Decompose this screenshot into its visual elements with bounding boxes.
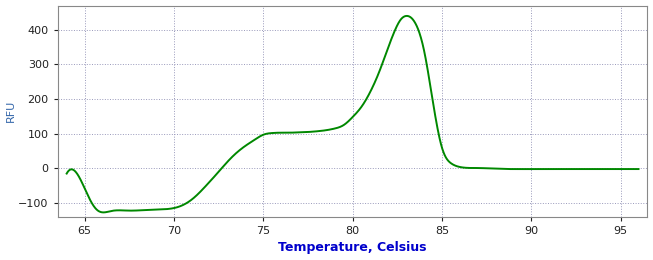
Y-axis label: RFU: RFU — [6, 100, 16, 122]
X-axis label: Temperature, Celsius: Temperature, Celsius — [278, 242, 427, 255]
